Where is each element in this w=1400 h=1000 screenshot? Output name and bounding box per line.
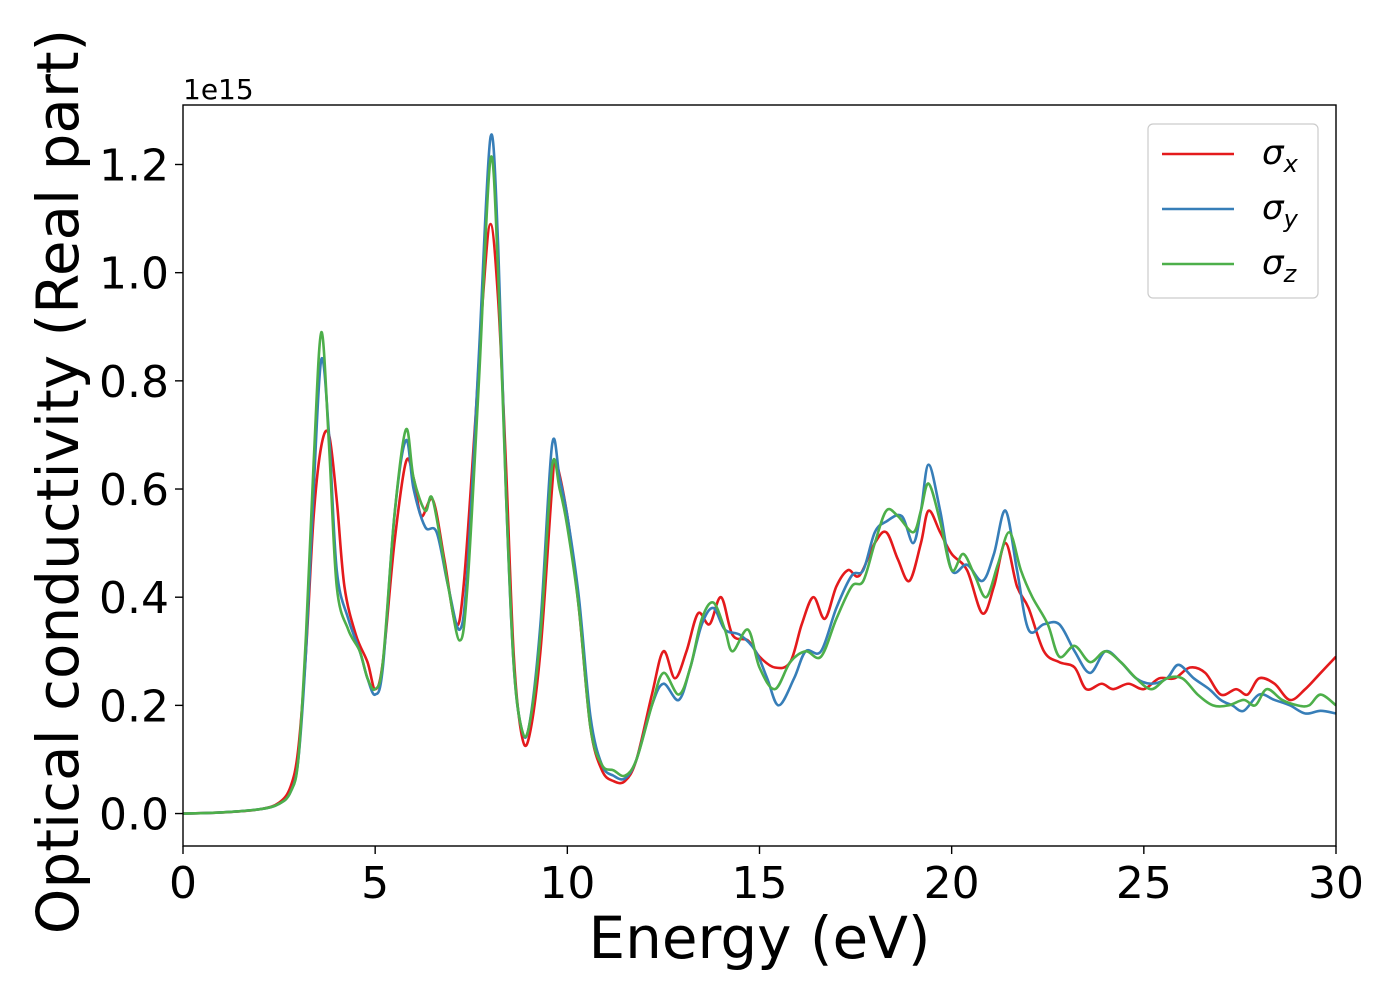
legend-box (1147, 123, 1319, 299)
y-tick-label: 0.8 (99, 357, 169, 408)
y-tick-label: 0.4 (99, 573, 169, 624)
y-tick-label: 1.0 (99, 249, 169, 300)
series-line-z (183, 155, 1336, 815)
legend-entry-x: σx (1262, 133, 1299, 178)
y-tick-label: 1.2 (99, 140, 169, 191)
legend-entry-y: σy (1262, 188, 1299, 233)
x-tick-label: 0 (169, 858, 197, 909)
x-tick-label: 15 (732, 858, 788, 909)
y-offset-label: 1e15 (183, 73, 254, 106)
plot-area (183, 133, 1336, 815)
x-tick-label: 20 (924, 858, 980, 909)
x-tick-label: 10 (539, 858, 595, 909)
y-tick-label: 0.2 (99, 681, 169, 732)
axes: 0 5 10 15 20 25 30 0.0 0.2 0.4 0.6 0.8 1.0 1.2 1e15 Ene… (24, 29, 1364, 972)
y-axis-label: Optical conductivity (Real part) (24, 29, 92, 934)
x-tick-label: 25 (1116, 858, 1172, 909)
legend-entry-z: σz (1262, 243, 1298, 288)
series-group (183, 133, 1336, 815)
x-tick-label: 5 (361, 858, 389, 909)
y-tick-label: 0.6 (99, 465, 169, 516)
series-line-x (183, 222, 1336, 815)
y-tick-label: 0.0 (99, 790, 169, 841)
x-axis-label: Energy (eV) (588, 904, 930, 972)
x-tick-label: 30 (1308, 858, 1364, 909)
legend: σx σy σz (1147, 123, 1319, 299)
